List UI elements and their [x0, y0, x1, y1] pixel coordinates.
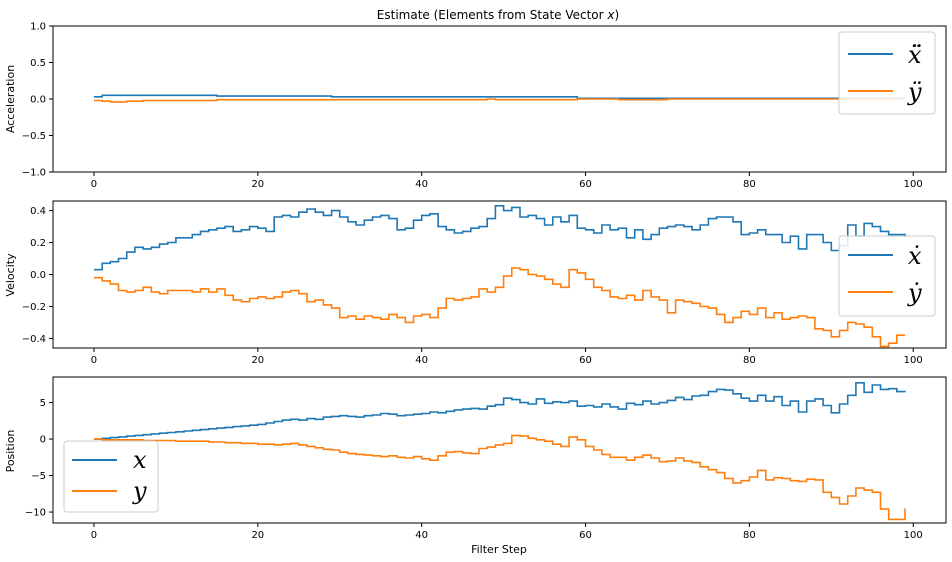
y-axis-label: Velocity	[4, 253, 17, 297]
legend-label-x-vel: ẋ	[908, 242, 922, 270]
x-tick-label: 20	[251, 179, 264, 190]
legend-label-x-acc: ẍ̈	[908, 41, 922, 69]
x-tick-label: 20	[251, 530, 264, 541]
y-axis-label: Acceleration	[4, 65, 17, 133]
axis-ticks: 0 20 40 60 80 100 −10 −5 0 5	[25, 398, 923, 541]
legend-frame	[63, 440, 159, 513]
series-lines	[94, 382, 906, 521]
y-axis-label: Position	[4, 430, 17, 473]
x-tick-label: 20	[251, 355, 264, 366]
legend: ẍ̈ ÿ	[838, 31, 936, 115]
y-tick-label: −10	[25, 508, 46, 519]
chart-title: Estimate (Elements from State Vector x)	[377, 8, 619, 22]
series-line-y	[94, 434, 906, 521]
x-tick-label: 0	[91, 179, 97, 190]
series-lines	[94, 205, 906, 348]
y-tick-label: 0.4	[30, 206, 46, 217]
y-tick-label: −0.5	[22, 131, 46, 142]
y-tick-label: 0.0	[30, 270, 46, 281]
x-tick-label: 80	[743, 530, 756, 541]
y-tick-label: 1.0	[30, 22, 46, 33]
legend-label-y-vel: ẏ	[907, 279, 922, 307]
x-tick-label: 0	[91, 530, 97, 541]
panel-position: 0 20 40 60 80 100 −10 −5 0 5 Position Filter Step…	[4, 376, 947, 556]
legend-frame	[838, 31, 936, 115]
series-line-x	[94, 205, 906, 271]
panel-acceleration: Estimate (Elements from State Vector x) …	[4, 8, 947, 191]
x-tick-label: 100	[904, 179, 923, 190]
series-line-x	[94, 382, 906, 440]
x-tick-label: 40	[415, 179, 428, 190]
x-tick-label: 60	[579, 355, 592, 366]
series-line-x	[94, 94, 905, 100]
y-tick-label: −0.2	[22, 302, 46, 313]
y-tick-label: 5	[40, 398, 46, 409]
plot-area-frame	[52, 376, 947, 524]
x-axis-label: Filter Step	[471, 543, 527, 556]
legend: x y	[63, 440, 159, 513]
series-line-y	[94, 98, 905, 103]
y-tick-label: −1.0	[22, 168, 46, 179]
legend-label-x-pos: x	[133, 446, 147, 474]
x-tick-label: 60	[579, 530, 592, 541]
x-tick-label: 100	[904, 355, 923, 366]
legend-label-y-pos: y	[132, 477, 147, 505]
x-tick-label: 40	[415, 530, 428, 541]
plot-area-frame	[52, 200, 947, 349]
x-tick-label: 40	[415, 355, 428, 366]
x-tick-label: 60	[579, 179, 592, 190]
legend: ẋ ẏ	[838, 235, 936, 317]
y-tick-label: −0.4	[22, 334, 46, 345]
y-tick-label: 0	[40, 435, 46, 446]
series-line-y	[94, 267, 905, 348]
axis-ticks: 0 20 40 60 80 100 −1.0 −0.5 0.0 0.5 1.0	[22, 22, 923, 191]
y-tick-label: 0.5	[30, 58, 46, 69]
panel-velocity: 0 20 40 60 80 100 −0.4 −0.2 0.0 0.2 0.4 Velocity ẋ…	[4, 200, 947, 366]
y-tick-label: −5	[31, 471, 46, 482]
x-tick-label: 0	[91, 355, 97, 366]
legend-label-y-acc: ÿ	[907, 78, 922, 106]
series-lines	[94, 94, 905, 103]
x-tick-label: 100	[904, 530, 923, 541]
x-tick-label: 80	[743, 355, 756, 366]
y-tick-label: 0.2	[30, 238, 46, 249]
axis-ticks: 0 20 40 60 80 100 −0.4 −0.2 0.0 0.2 0.4	[22, 206, 923, 366]
x-tick-label: 80	[743, 179, 756, 190]
y-tick-label: 0.0	[30, 95, 46, 106]
